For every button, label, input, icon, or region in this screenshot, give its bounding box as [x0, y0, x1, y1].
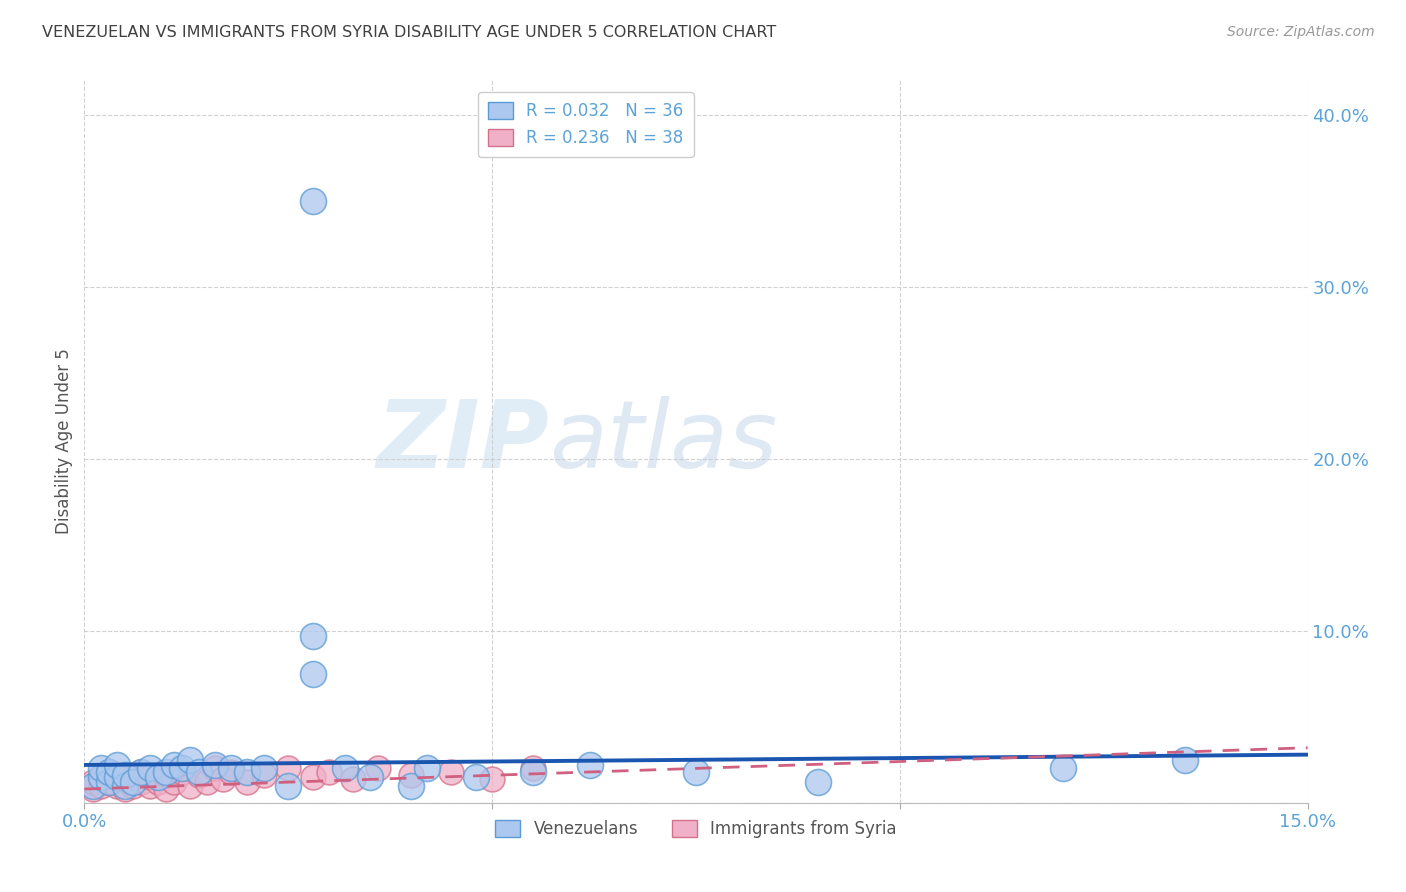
Text: Source: ZipAtlas.com: Source: ZipAtlas.com [1227, 25, 1375, 39]
Text: atlas: atlas [550, 396, 778, 487]
Point [82, 782, 104, 797]
Point [204, 761, 226, 775]
Point [204, 758, 226, 772]
Point [97, 775, 120, 789]
Point [90, 770, 112, 784]
Point [90, 761, 112, 775]
Point [163, 758, 186, 772]
Point [163, 775, 186, 789]
Point [131, 775, 153, 789]
Point [172, 764, 194, 779]
Point [335, 761, 357, 775]
Point [440, 764, 463, 779]
Point [522, 761, 544, 775]
Point [114, 782, 136, 797]
Point [399, 768, 422, 782]
Point [105, 758, 128, 772]
Legend: Venezuelans, Immigrants from Syria: Venezuelans, Immigrants from Syria [489, 814, 903, 845]
Point [219, 764, 242, 779]
Point [155, 782, 177, 797]
Point [187, 764, 209, 779]
Point [367, 761, 389, 775]
Point [114, 779, 136, 793]
Point [212, 772, 235, 786]
Text: VENEZUELAN VS IMMIGRANTS FROM SYRIA DISABILITY AGE UNDER 5 CORRELATION CHART: VENEZUELAN VS IMMIGRANTS FROM SYRIA DISA… [42, 25, 776, 40]
Point [301, 666, 323, 681]
Point [807, 775, 830, 789]
Point [172, 761, 194, 775]
Point [138, 770, 160, 784]
Point [195, 775, 218, 789]
Point [138, 779, 160, 793]
Point [301, 629, 323, 643]
Point [155, 764, 177, 779]
Point [236, 764, 259, 779]
Point [179, 779, 201, 793]
Y-axis label: Disability Age Under 5: Disability Age Under 5 [55, 349, 73, 534]
Point [122, 779, 145, 793]
Point [97, 764, 120, 779]
Point [90, 770, 112, 784]
Point [97, 764, 120, 779]
Point [82, 775, 104, 789]
Point [114, 772, 136, 786]
Point [114, 768, 136, 782]
Point [522, 764, 544, 779]
Point [122, 775, 145, 789]
Point [277, 779, 299, 793]
Point [187, 768, 209, 782]
Point [253, 768, 276, 782]
Point [301, 194, 323, 208]
Point [685, 764, 707, 779]
Point [579, 758, 602, 772]
Point [236, 775, 259, 789]
Point [122, 768, 145, 782]
Point [105, 770, 128, 784]
Point [253, 761, 276, 775]
Point [1174, 753, 1197, 767]
Point [105, 768, 128, 782]
Point [359, 770, 381, 784]
Point [342, 772, 364, 786]
Point [1052, 761, 1074, 775]
Point [301, 770, 323, 784]
Point [97, 775, 120, 789]
Point [138, 761, 160, 775]
Point [481, 772, 503, 786]
Point [277, 761, 299, 775]
Point [416, 761, 439, 775]
Point [464, 770, 486, 784]
Text: ZIP: ZIP [377, 395, 550, 488]
Point [155, 768, 177, 782]
Point [82, 779, 104, 793]
Point [399, 779, 422, 793]
Point [131, 764, 153, 779]
Point [146, 775, 169, 789]
Point [179, 753, 201, 767]
Point [146, 770, 169, 784]
Point [318, 764, 340, 779]
Point [90, 779, 112, 793]
Point [219, 761, 242, 775]
Point [105, 779, 128, 793]
Point [131, 764, 153, 779]
